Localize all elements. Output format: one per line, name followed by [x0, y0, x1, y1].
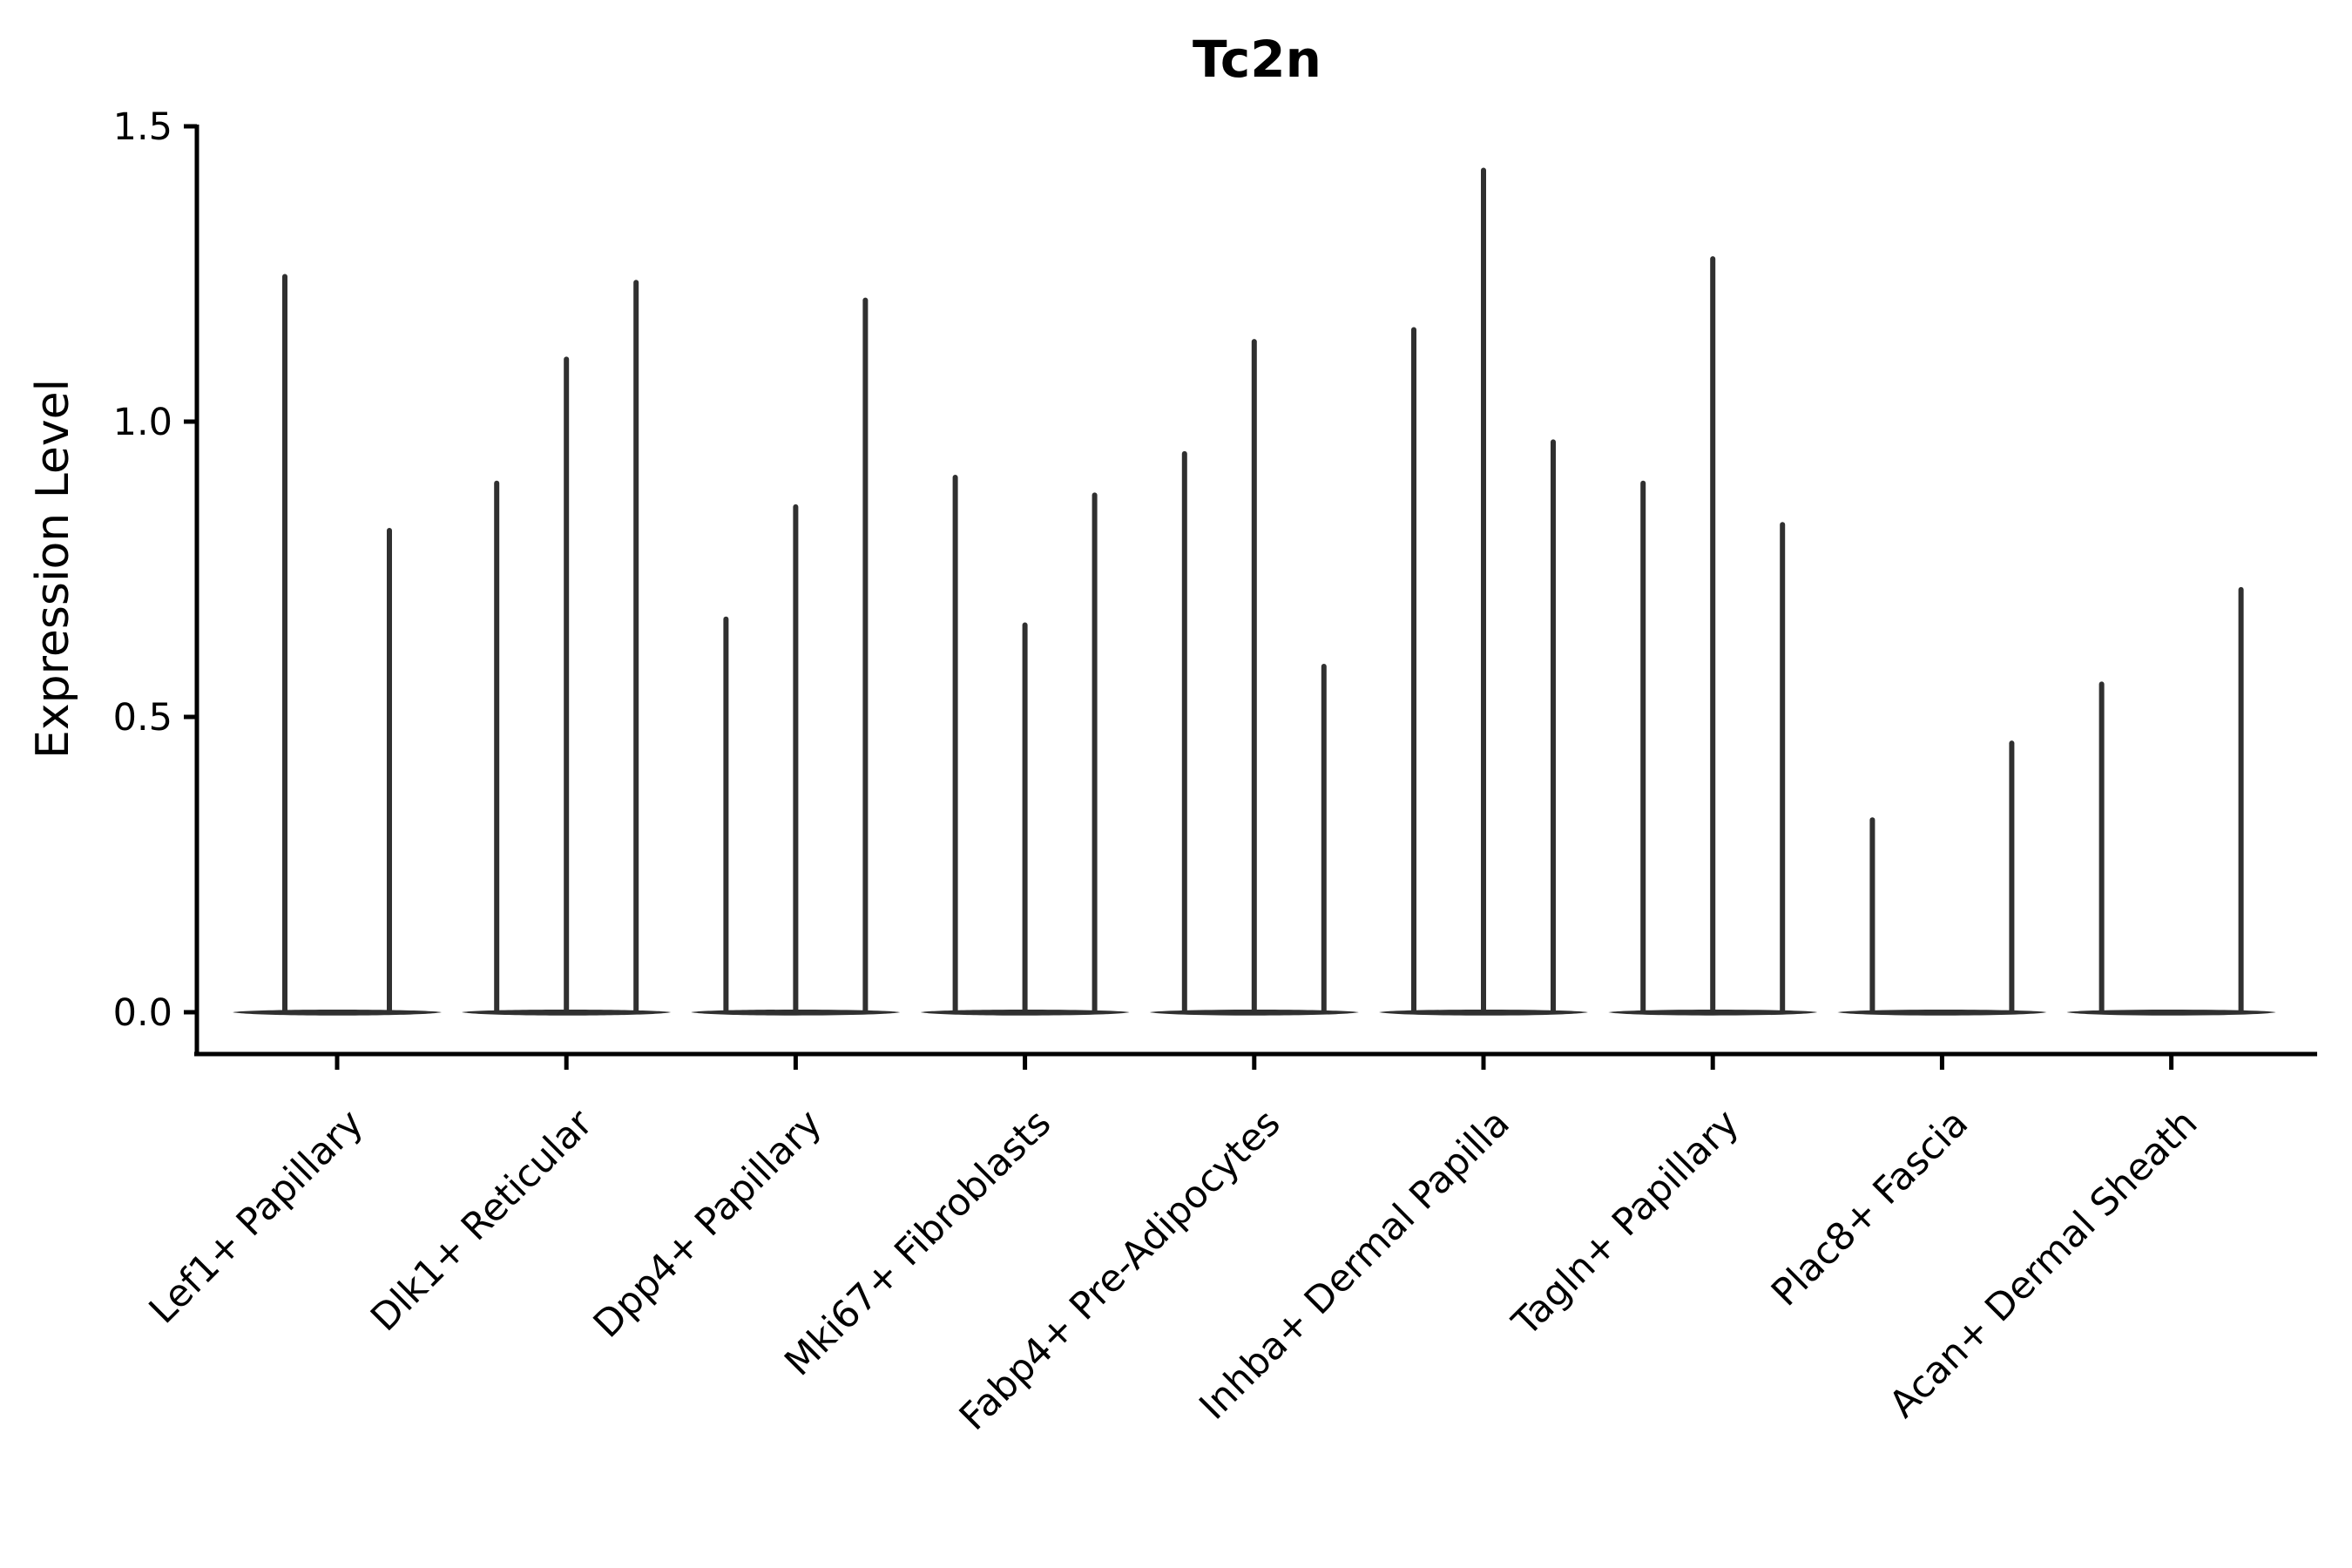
violin-spike	[952, 475, 958, 1014]
x-tick-label: Plac8+ Fascia	[1763, 1101, 1977, 1315]
violin-spike	[387, 528, 392, 1014]
violin-spike	[2238, 586, 2244, 1014]
x-tick-label: Dlk1+ Reticular	[362, 1101, 601, 1340]
violin-spike	[2009, 740, 2015, 1014]
violin-spike	[1022, 622, 1028, 1014]
violin-spike	[2099, 681, 2105, 1014]
violin-group	[691, 297, 901, 1016]
violin-base	[233, 1010, 442, 1016]
violin-spike	[1710, 256, 1716, 1014]
violin-spike	[723, 616, 729, 1014]
violin-spike	[1640, 480, 1646, 1014]
violin-spike	[1321, 663, 1327, 1014]
chart-title: Tc2n	[1193, 30, 1321, 89]
violin-spike	[1551, 439, 1556, 1015]
violin-base	[2066, 1010, 2276, 1016]
y-tick-label: 0.5	[113, 696, 172, 740]
violin-spike	[494, 480, 500, 1014]
violin-spike	[1181, 450, 1187, 1014]
violin-spike	[564, 356, 570, 1014]
violin-spike	[633, 280, 639, 1014]
violins	[233, 167, 2276, 1016]
violin-group	[1379, 167, 1588, 1016]
y-axis-ticks: 0.0 0.5 1.0 1.5	[113, 105, 197, 1035]
y-tick-label: 1.5	[113, 105, 172, 149]
violin-spike	[862, 297, 868, 1014]
violin-group	[462, 280, 672, 1016]
y-tick-label: 1.0	[113, 401, 172, 444]
violin-group	[233, 274, 442, 1016]
violin-spike	[1481, 167, 1486, 1014]
y-tick-label: 0.0	[113, 991, 172, 1035]
violin-group	[1608, 256, 1818, 1016]
y-axis-label: Expression Level	[27, 379, 79, 759]
violin-group	[2066, 586, 2276, 1016]
violin-group	[1837, 740, 2047, 1016]
violin-spike	[1869, 817, 1876, 1014]
x-tick-label: Dpp4+ Papillary	[585, 1101, 830, 1346]
violin-spike	[282, 274, 287, 1014]
violin-spike	[793, 504, 799, 1014]
violin-spike	[1411, 327, 1416, 1014]
violin-base	[1837, 1010, 2047, 1016]
violin-group	[920, 475, 1130, 1016]
violin-group	[1149, 339, 1359, 1016]
x-tick-label: Tagln+ Papillary	[1504, 1101, 1747, 1345]
violin-spike	[1780, 522, 1786, 1014]
violin-spike	[1092, 492, 1098, 1014]
violin-spike	[1251, 339, 1257, 1015]
x-tick-label: Lef1+ Papillary	[141, 1101, 372, 1332]
